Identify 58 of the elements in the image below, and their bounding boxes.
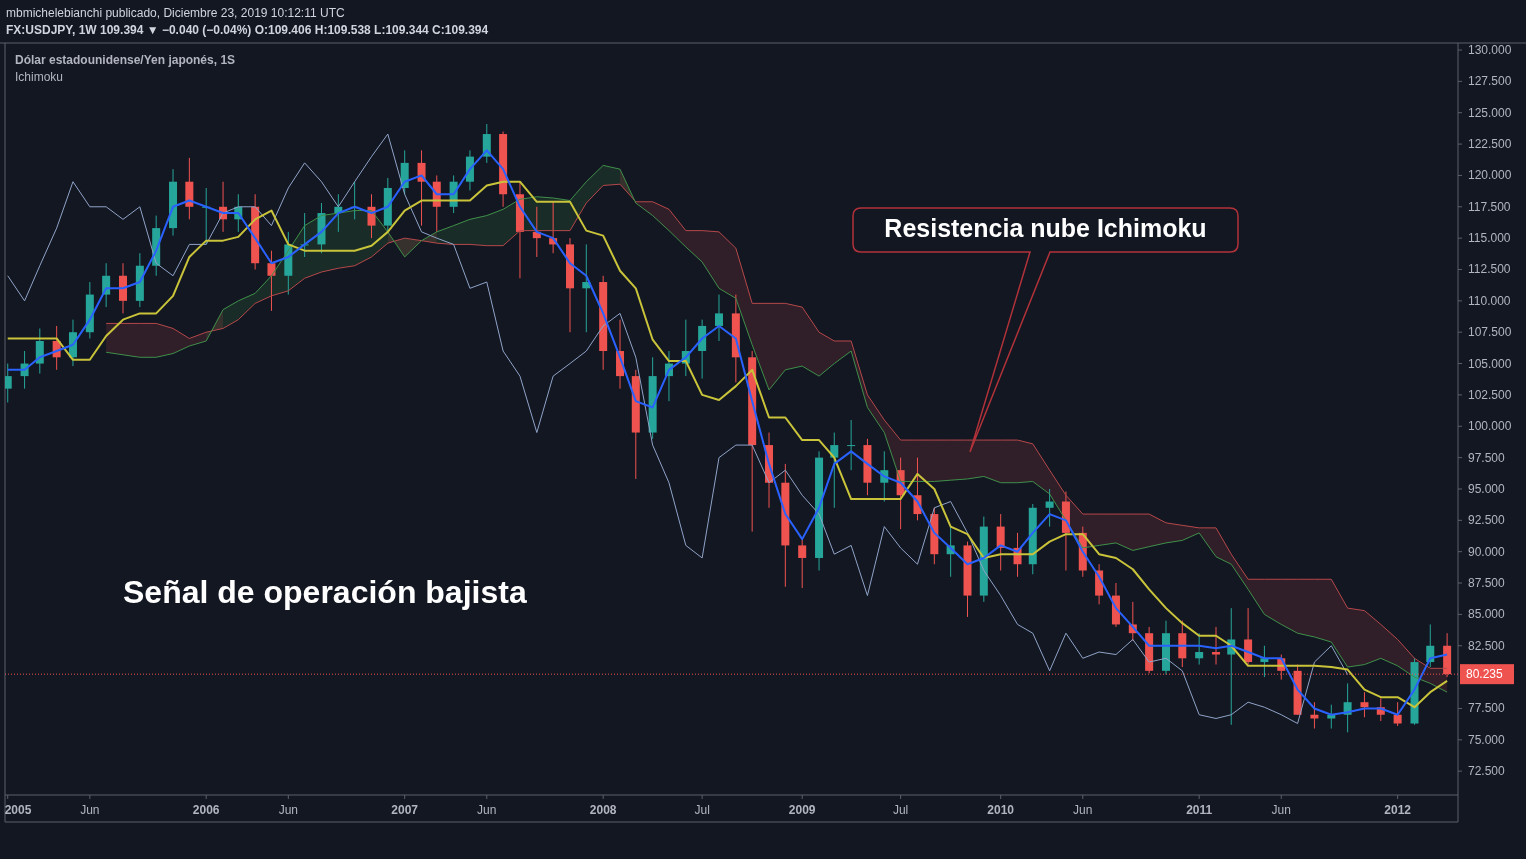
x-tick-label: 2008 bbox=[589, 803, 617, 817]
candlestick bbox=[830, 432, 839, 509]
y-tick-label: 100.000 bbox=[1468, 419, 1512, 434]
y-tick-label: 90.000 bbox=[1468, 544, 1506, 559]
x-tick-label: Jun bbox=[278, 803, 298, 817]
x-tick-label: 2009 bbox=[788, 803, 816, 817]
y-tick-label: 72.500 bbox=[1468, 764, 1506, 779]
y-tick-label: 117.500 bbox=[1468, 199, 1511, 214]
candlestick bbox=[1045, 488, 1054, 528]
y-tick-label: 110.000 bbox=[1468, 293, 1511, 308]
annotation: Resistencia nube Ichimoku bbox=[884, 214, 1207, 242]
text: Ichimoku bbox=[15, 70, 64, 84]
y-tick-label: 130.000 bbox=[1468, 43, 1512, 58]
ref-line-label: 80.235 bbox=[1466, 667, 1504, 682]
y-tick-label: 85.000 bbox=[1468, 607, 1506, 622]
candlestick bbox=[35, 327, 44, 375]
candlestick bbox=[1360, 691, 1369, 718]
y-tick-label: 120.000 bbox=[1468, 168, 1512, 183]
y-tick-label: 97.500 bbox=[1468, 450, 1506, 465]
y-tick-label: 95.000 bbox=[1468, 481, 1506, 496]
candlestick bbox=[1212, 626, 1221, 666]
candlestick bbox=[1393, 701, 1402, 727]
y-tick-label: 107.500 bbox=[1468, 325, 1512, 340]
y-tick-label: 102.500 bbox=[1468, 387, 1512, 402]
y-tick-label: 87.500 bbox=[1468, 576, 1506, 591]
y-tick-label: 82.500 bbox=[1468, 638, 1506, 653]
x-tick-label: 2010 bbox=[987, 803, 1015, 817]
y-tick-label: 92.500 bbox=[1468, 513, 1506, 528]
y-tick-label: 75.000 bbox=[1468, 732, 1506, 747]
x-tick-label: 2011 bbox=[1186, 803, 1213, 817]
candlestick bbox=[5, 363, 12, 403]
y-tick-label: 105.000 bbox=[1468, 356, 1512, 371]
x-tick-label: 2006 bbox=[192, 803, 220, 817]
x-tick-label: Jun bbox=[1073, 803, 1093, 817]
x-tick-label: Jun bbox=[1271, 803, 1291, 817]
annotation: Señal de operación bajista bbox=[123, 574, 527, 610]
y-tick-label: 115.000 bbox=[1468, 231, 1511, 246]
x-tick-label: Jun bbox=[80, 803, 100, 817]
x-tick-label: Jul bbox=[694, 803, 710, 817]
candlestick bbox=[1195, 632, 1204, 666]
y-tick-label: 122.500 bbox=[1468, 137, 1512, 152]
text: FX:USDJPY, 1W 109.394 ▼ −0.040 (−0.04%) O:109.406 H:109.538 L:109.344 C:109.394 bbox=[6, 23, 489, 37]
candlestick bbox=[798, 538, 807, 589]
candlestick bbox=[1244, 607, 1253, 666]
candlestick bbox=[267, 250, 276, 312]
candlestick bbox=[847, 419, 856, 471]
x-tick-label: 2005 bbox=[4, 803, 32, 817]
candlestick bbox=[714, 294, 723, 342]
y-tick-label: 77.500 bbox=[1468, 701, 1506, 716]
x-tick-label: Jun bbox=[477, 803, 497, 817]
y-tick-label: 127.500 bbox=[1468, 74, 1512, 89]
text: mbmichelebianchi publicado, Diciembre 23, 2019 10:12:11 UTC bbox=[6, 6, 345, 20]
x-tick-label: Jul bbox=[892, 803, 909, 817]
text: Dólar estadounidense/Yen japonés, 1S bbox=[15, 53, 236, 67]
y-tick-label: 125.000 bbox=[1468, 105, 1512, 120]
y-tick-label: 112.500 bbox=[1468, 262, 1511, 277]
x-tick-label: 2012 bbox=[1384, 803, 1412, 817]
x-tick-label: 2007 bbox=[391, 803, 419, 817]
